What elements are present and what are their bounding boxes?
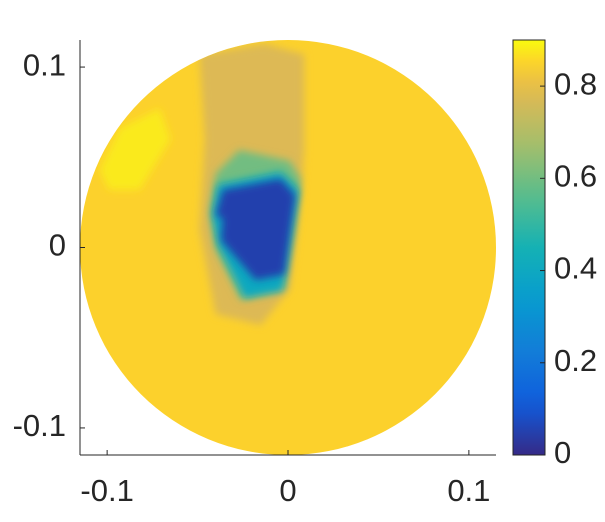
x-tick-label: 0: [279, 473, 296, 508]
x-tick-label: 0.1: [447, 473, 490, 508]
colorbar-tick-label: 0.2: [554, 343, 597, 378]
y-tick-label: 0: [49, 228, 66, 263]
colorbar-tick-label: 0.4: [554, 251, 597, 286]
colorbar-tick-label: 0: [554, 435, 571, 470]
field-region: [99, 108, 171, 190]
y-tick-label: -0.1: [13, 408, 66, 443]
field-region: [215, 178, 296, 280]
colorbar: [512, 39, 546, 456]
colorbar-tick-label: 0.8: [554, 66, 597, 101]
colorbar-tick-label: 0.6: [554, 159, 597, 194]
x-tick-label: -0.1: [80, 473, 133, 508]
y-tick-label: 0.1: [23, 47, 66, 82]
field: [99, 43, 305, 326]
